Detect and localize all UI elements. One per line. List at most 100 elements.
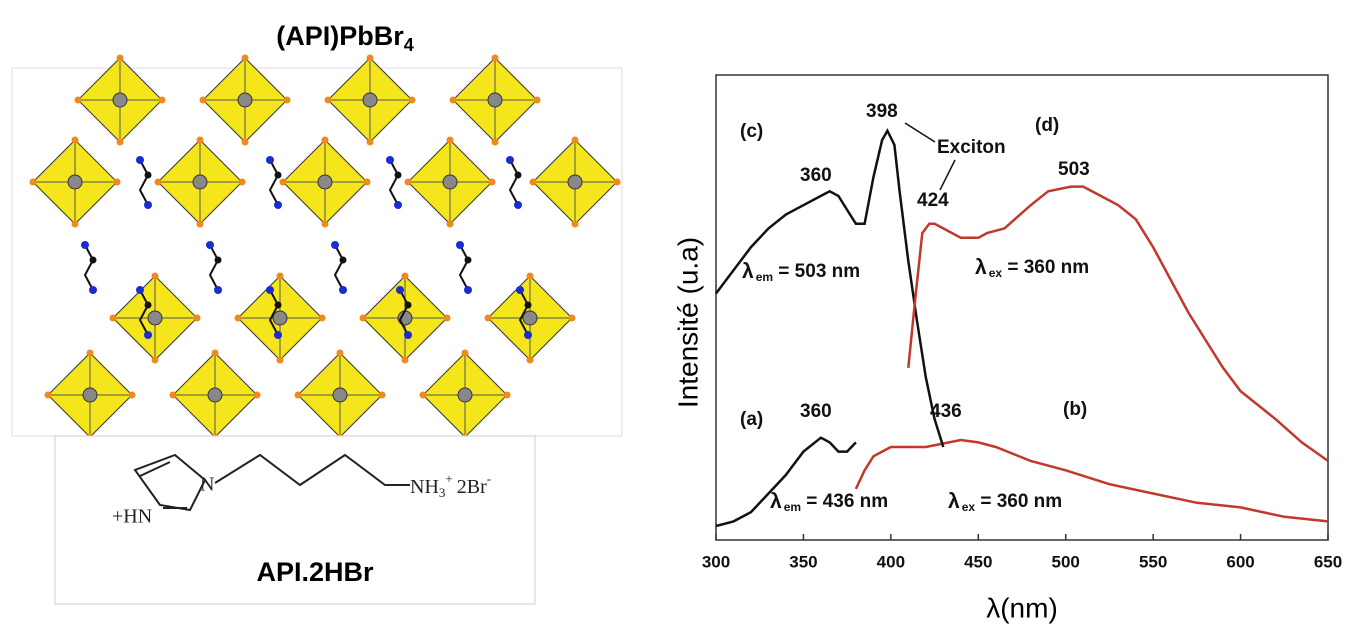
br-atom — [321, 136, 329, 144]
organic-chain — [138, 159, 150, 206]
br-atom — [276, 356, 284, 364]
br-atom — [488, 178, 496, 186]
formula-part: 2Br — [457, 476, 487, 498]
annotation: 503 — [1058, 159, 1090, 180]
x-tick-label: 550 — [1139, 552, 1167, 571]
chain — [214, 453, 410, 487]
br-atom — [279, 178, 287, 186]
br-atom — [86, 349, 94, 357]
molecule-caption: API.2HBr — [256, 557, 374, 587]
annotation-sub: ex — [989, 266, 1003, 280]
formula-part: 3 — [439, 485, 446, 500]
br-atom — [71, 220, 79, 228]
annotation: 360 — [800, 401, 832, 422]
x-tick-label: 650 — [1314, 552, 1342, 571]
br-atom — [324, 96, 332, 104]
annotation-sub: em — [756, 270, 773, 284]
br-atom — [484, 314, 492, 322]
c-atom — [464, 256, 472, 264]
br-atom — [401, 356, 409, 364]
n-atom — [456, 241, 464, 249]
pb-atom — [67, 174, 83, 190]
br-atom — [404, 178, 412, 186]
br-atom — [461, 349, 469, 357]
br-atom — [491, 138, 499, 146]
organic-chain — [208, 244, 220, 291]
spectrum-line — [715, 128, 945, 448]
y-axis-label: Intensité (u.a) — [672, 237, 703, 408]
n-atom — [404, 331, 412, 339]
pb-atom — [362, 92, 378, 108]
pb-atom — [82, 387, 98, 403]
crystal-structure — [29, 54, 621, 441]
structure-title: (API)PbBr4 — [276, 21, 414, 55]
c-atom — [89, 256, 97, 264]
spectrum-line — [907, 185, 1329, 462]
pb-atom — [442, 174, 458, 190]
n-atom — [144, 201, 152, 209]
annotation-sub: em — [784, 500, 801, 514]
br-atom — [613, 178, 621, 186]
annotation-part: λ — [948, 490, 960, 513]
title-text: (API)PbBr — [276, 21, 404, 51]
annotation-part: λ — [975, 256, 987, 279]
formula: +HN N NH3+ 2Br- — [112, 471, 491, 528]
organic-chain — [268, 289, 280, 336]
br-atom — [378, 391, 386, 399]
br-atom — [29, 178, 37, 186]
br-atom — [401, 272, 409, 280]
n-atom — [206, 241, 214, 249]
br-atom — [234, 314, 242, 322]
n-atom — [89, 286, 97, 294]
n-atom — [339, 286, 347, 294]
br-atom — [359, 314, 367, 322]
formula-part: NH3+ 2Br- — [410, 471, 491, 500]
br-atom — [491, 54, 499, 62]
n-atom — [274, 331, 282, 339]
br-atom — [74, 96, 82, 104]
c-atom — [514, 171, 522, 179]
br-atom — [321, 220, 329, 228]
organic-chain — [388, 159, 400, 206]
br-atom — [211, 349, 219, 357]
pb-atom — [147, 310, 163, 326]
organic-chain — [508, 159, 520, 206]
annotation: λ em = 436 nm — [770, 490, 888, 515]
annotation: Exciton — [937, 137, 1006, 158]
annotation-part: λ — [770, 490, 782, 513]
c-atom — [274, 171, 282, 179]
pb-atom — [487, 92, 503, 108]
br-atom — [503, 391, 511, 399]
pb-atom — [567, 174, 583, 190]
n-atom — [386, 156, 394, 164]
br-atom — [336, 349, 344, 357]
br-atom — [116, 138, 124, 146]
organic-chain — [268, 159, 280, 206]
n-atom — [464, 286, 472, 294]
br-atom — [526, 272, 534, 280]
c-atom — [524, 301, 532, 309]
c-atom — [274, 301, 282, 309]
annotation: λ ex = 360 nm — [948, 490, 1062, 515]
n-atom — [506, 156, 514, 164]
pb-atom — [237, 92, 253, 108]
br-atom — [366, 138, 374, 146]
pb-atom — [332, 387, 348, 403]
br-atom — [109, 314, 117, 322]
title-sub: 4 — [404, 35, 414, 55]
molecule — [133, 453, 410, 512]
br-atom — [363, 178, 371, 186]
organic-chain — [518, 289, 530, 336]
ring — [133, 453, 207, 512]
br-atom — [533, 96, 541, 104]
br-atom — [169, 391, 177, 399]
annotation: (b) — [1063, 399, 1087, 420]
pb-atom — [112, 92, 128, 108]
c-atom — [214, 256, 222, 264]
n-atom — [514, 201, 522, 209]
annotation-sub: ex — [962, 500, 976, 514]
pb-atom — [272, 310, 288, 326]
br-atom — [199, 96, 207, 104]
br-atom — [294, 391, 302, 399]
